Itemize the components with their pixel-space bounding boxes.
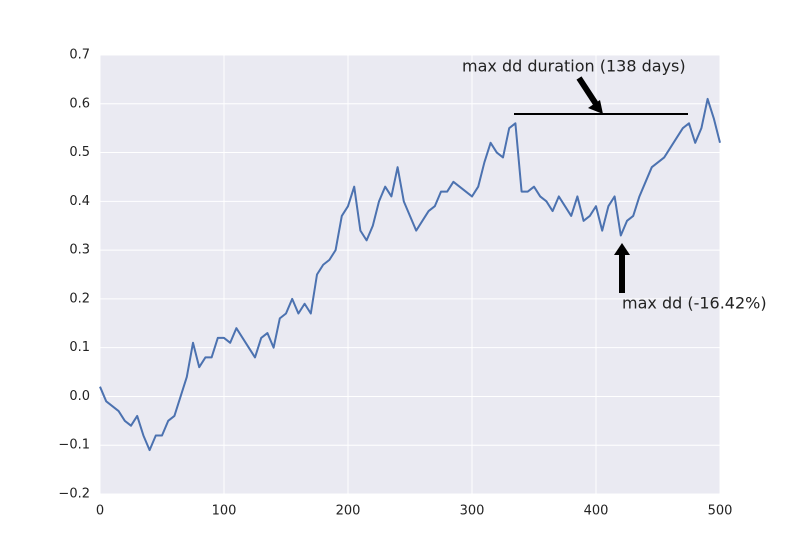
arrow-head	[614, 243, 630, 255]
annotation: max dd (-16.42%)	[622, 294, 767, 313]
y-tick-label: 0.5	[69, 145, 90, 160]
y-tick-label: −0.1	[58, 438, 90, 453]
x-tick-label: 200	[336, 504, 361, 519]
y-tick-label: 0.0	[69, 389, 90, 404]
x-tick-label: 300	[460, 504, 485, 519]
arrow-shaft	[576, 76, 599, 106]
x-tick-label: 100	[212, 504, 237, 519]
x-tick-label: 0	[96, 504, 104, 519]
y-tick-label: 0.7	[69, 48, 90, 63]
series-line	[99, 97, 721, 452]
x-tick-label: 400	[584, 504, 609, 519]
y-tick-label: 0.2	[69, 291, 90, 306]
annotation: max dd duration (138 days)	[462, 57, 686, 76]
y-tick-label: 0.4	[69, 194, 90, 209]
x-tick-label: 500	[708, 504, 733, 519]
y-tick-label: 0.1	[69, 340, 90, 355]
arrow-head	[588, 100, 603, 114]
y-tick-label: 0.3	[69, 243, 90, 258]
y-tick-label: 0.6	[69, 96, 90, 111]
y-tick-label: −0.2	[58, 487, 90, 502]
plot-area	[100, 55, 720, 494]
